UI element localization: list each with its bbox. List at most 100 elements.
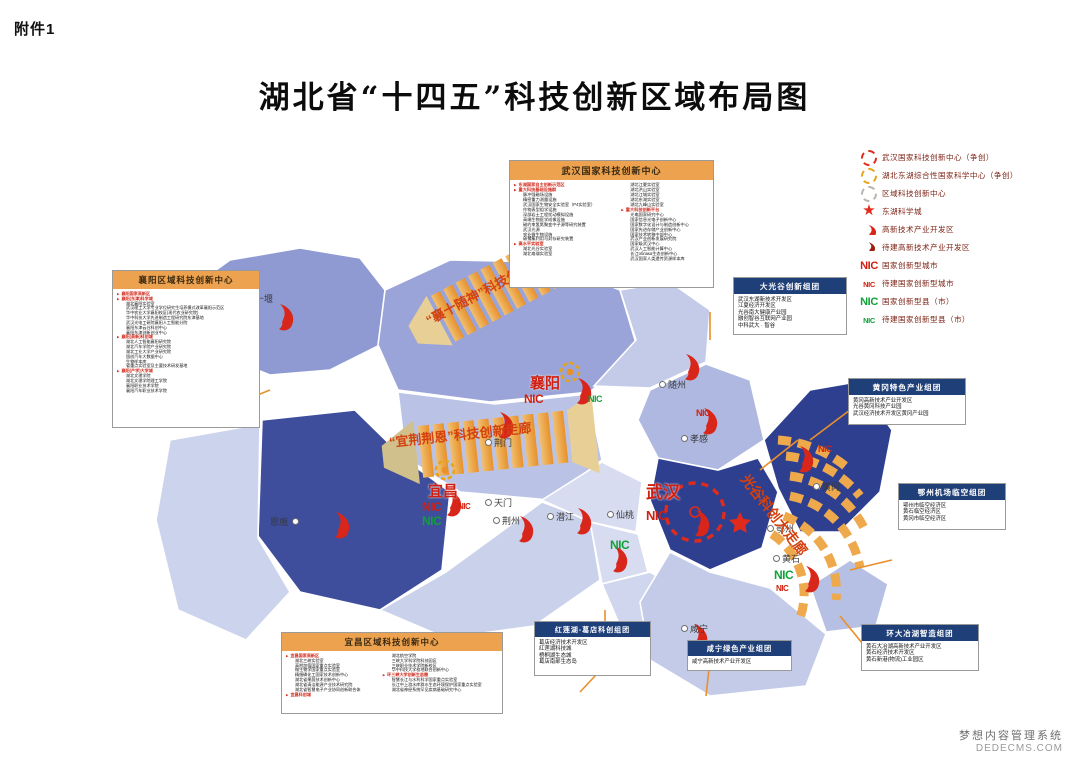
region-enshi <box>155 423 291 641</box>
infobox-entry: 湖北三峡实验室 <box>295 657 324 663</box>
nic-red-large-icon: NIC <box>860 260 878 272</box>
infobox-daye-cluster[interactable]: 环大冶湖智造组团 黄石大冶湖高新技术产业开发区 黄石经济技术开发区 黄石新港(物流)… <box>861 624 979 671</box>
legend-label: 国家创新型县（市） <box>882 296 954 306</box>
city-label-huanggang: 黄冈 <box>822 482 841 492</box>
infobox-category: 襄阳(产学)大学城 <box>117 368 255 374</box>
infobox-honglianhu-gedian-cluster[interactable]: 红莲湖-葛店科创组团 葛店经济技术开发区 红莲湖科技城 梧桐湖生态城 葛店南部生态岛 <box>534 621 651 676</box>
infobox-header: 咸宁绿色产业组团 <box>688 641 791 656</box>
infobox-entry: 湖北襄阳实验室 <box>126 300 155 306</box>
infobox-entry: 国家数字化设计与制造创新中心 <box>630 221 689 227</box>
city-label-yichang: 宜昌 <box>428 483 459 500</box>
city-label-huangshi: 黄石 <box>782 554 801 564</box>
infobox-entry: 光谷南大健康产业园 <box>738 309 787 316</box>
infobox-list: 鄂州市临空经济区 黄石临空经济区 黄冈市临空经济区 <box>899 500 1005 525</box>
infobox-entry: 黄石经济技术开发区 <box>866 650 915 657</box>
infobox-ezhou-airport-cluster[interactable]: 鄂州机场临空组团 鄂州市临空经济区 黄石临空经济区 黄冈市临空经济区 <box>898 483 1006 530</box>
city-dot-xiantao <box>607 511 614 518</box>
infobox-entry: 高附加值国家重点实验室 <box>295 662 341 668</box>
infobox-entry: 脉冲强磁场设施 <box>523 191 553 197</box>
nic-green-xiangyang: NIC <box>588 394 603 404</box>
infobox-yichang-regional-center[interactable]: 宜昌区域科技创新中心 宜昌国家高新区湖北三峡实验室高附加值国家重点实验室微生物学… <box>281 632 503 714</box>
infobox-category: 襄阳国家高新区 <box>117 291 255 297</box>
legend-label: 东湖科学城 <box>882 206 922 216</box>
ring-wuhan-innovation-center <box>664 481 726 543</box>
infobox-entry: 湖北省果蔬技术创新中心 <box>295 677 341 683</box>
infobox-category: 东湖国家自主创新示范区 <box>514 182 615 188</box>
infobox-entry: 鄂州市临空经济区 <box>903 503 947 509</box>
infobox-entry: 武汉国家生物安全实验室（P4实验室） <box>523 201 596 207</box>
nic-xiantao: NIC <box>610 538 630 552</box>
infobox-column-right: 湖北航空学院 三峡大学科学院科技园区 三峡职业技术学院新校区 华中科技大学校地联合创新… <box>383 653 498 697</box>
legend-item-nic-county-planned: NIC 待建国家创新型县（市） <box>856 310 1062 328</box>
infobox-header: 宜昌区域科技创新中心 <box>282 633 502 651</box>
city-dot-huanggang <box>813 483 820 490</box>
city-dot-qianjiang <box>547 513 554 520</box>
infobox-entry: 襄阳东津云谷科创中心 <box>126 324 167 330</box>
corridor-guanggu <box>769 435 871 620</box>
city-label-enshi: 恩施 <box>270 517 289 527</box>
infobox-entry: 武汉光源 <box>523 226 540 232</box>
flame-jingzhou <box>519 516 534 543</box>
infobox-entry: 葛店经济技术开发区 <box>539 640 588 646</box>
legend-label: 待建国家创新型县（市） <box>882 314 970 324</box>
infobox-entry: 融创智谷互联网产业园 <box>738 316 792 323</box>
infobox-entry: 碳捕集利用与封存研究装置 <box>523 236 574 242</box>
region-ezhou <box>761 533 823 587</box>
city-dot-suizhou <box>659 381 666 388</box>
infobox-entry: 华中科技大学先进制造工程研究院东津基地 <box>126 315 204 321</box>
hubei-map: 十堰 神农架 襄阳 NIC NIC 随州 荆门 孝感 NIC 天门 潜江 仙桃 … <box>150 140 910 700</box>
infobox-wuhan-national-center[interactable]: 武汉国家科技创新中心 东湖国家自主创新示范区重大科技基础设施群脉冲强磁场设施精密… <box>509 160 714 288</box>
city-label-xiangyang: 襄阳 <box>530 375 561 392</box>
infobox-list: 黄冈高新技术产业开发区 光谷黄冈科技产业园 武汉经济技术开发区黄冈产业园 <box>849 395 965 420</box>
infobox-xianning-cluster[interactable]: 咸宁绿色产业组团 咸宁高新技术产业开发区 <box>687 640 792 671</box>
infobox-entry: 长江中上游水库群水生态环境保护国家重点实验室 <box>391 681 482 687</box>
ring-xiangyang-center <box>559 361 581 383</box>
infobox-entry: 长江облака生态创新中心 <box>630 251 678 257</box>
infobox-daguanggu-cluster[interactable]: 大光谷创新组团 武汉东湖新技术开发区 江夏经济开发区 光谷南大健康产业园 融创智谷互联… <box>733 277 847 335</box>
infobox-header: 大光谷创新组团 <box>734 278 846 294</box>
legend-item-planned-hitech-zone: 待建高新技术产业开发区 <box>856 238 1062 256</box>
infobox-header: 鄂州机场临空组团 <box>899 484 1005 500</box>
infobox-category: 重大科技基础设施群 <box>514 187 615 193</box>
flame-jingmen <box>499 412 514 439</box>
flame-yichang <box>447 490 462 517</box>
infobox-entry: 江夏经济开发区 <box>738 303 776 310</box>
flame-enshi <box>335 512 350 539</box>
infobox-entry: 梧桐湖生态城 <box>539 652 572 659</box>
infobox-entry: 黄石大冶湖高新技术产业开发区 <box>866 644 942 650</box>
infobox-entry: 精细磷化工国家技术创新中心 <box>295 672 349 678</box>
flame-suizhou <box>685 354 700 381</box>
infobox-entry: 武汉光电工研院襄阳人工智能分院 <box>126 319 188 325</box>
region-huangshi <box>809 559 889 633</box>
city-dot-huangshi <box>773 555 780 562</box>
infobox-entry: 湖北省智慧电子产业协同创新联合体 <box>295 686 361 692</box>
infobox-entry: 国家技术转移中部中心 <box>630 231 673 237</box>
page-title: 湖北省“十四五”科技创新区域布局图 <box>258 80 811 116</box>
infobox-list: 武汉东湖新技术开发区 江夏经济开发区 光谷南大健康产业园 融创智谷互联网产业园 中科武大… <box>734 294 846 332</box>
flame-xiaogan <box>703 408 718 435</box>
legend-item-donghu-science-center: 湖北东湖综合性国家科学中心（争创） <box>856 166 1062 184</box>
nic-green-small-icon: NIC <box>863 316 875 325</box>
flame-icon <box>856 220 882 238</box>
infobox-column-left: 东湖国家自主创新示范区重大科技基础设施群脉冲强磁场设施精密重力测量设施武汉国家生… <box>514 182 615 262</box>
legend-item-hitech-zone: 高新技术产业开发区 <box>856 220 1062 238</box>
infobox-entry: 武汉人工智能计算中心 <box>630 246 673 252</box>
map-svg <box>155 190 893 697</box>
infobox-huanggang-cluster[interactable]: 黄冈特色产业组团 黄冈高新技术产业开发区 光谷黄冈科技产业园 武汉经济技术开发区黄冈… <box>848 378 966 425</box>
legend-label: 区域科技创新中心 <box>882 188 946 198</box>
watermark-line1: 梦想内容管理系统 <box>959 729 1063 742</box>
infobox-list: 葛店经济技术开发区 红莲湖科技城 梧桐湖生态城 葛店南部生态岛 <box>535 637 650 669</box>
infobox-entry: 微生物学国家重点实验室 <box>295 667 341 673</box>
legend-label: 待建高新技术产业开发区 <box>882 242 970 252</box>
nic-small-yichang: NIC <box>458 502 471 511</box>
dashed-circle-red-icon <box>856 148 882 166</box>
legend-item-nic-county: NIC 国家创新型县（市） <box>856 292 1062 310</box>
ring-yichang-center <box>434 459 456 481</box>
city-dot-enshi <box>292 518 299 525</box>
infobox-entry: 湖北东湖实验室 <box>630 196 660 202</box>
infobox-entry: 黄石新港(物流)工业园区 <box>866 656 924 663</box>
infobox-xiangyang-regional-center[interactable]: 襄阳区域科技创新中心 襄阳国家高新区襄阳(东津)科学城湖北襄阳实验室武汉理工大学… <box>112 270 260 428</box>
corridor-yijingjing <box>381 393 600 485</box>
infobox-entry: 深部岩土工程扰动模拟设施 <box>523 211 574 217</box>
infobox-entry: 武汉经济技术开发区黄冈产业园 <box>853 410 929 417</box>
